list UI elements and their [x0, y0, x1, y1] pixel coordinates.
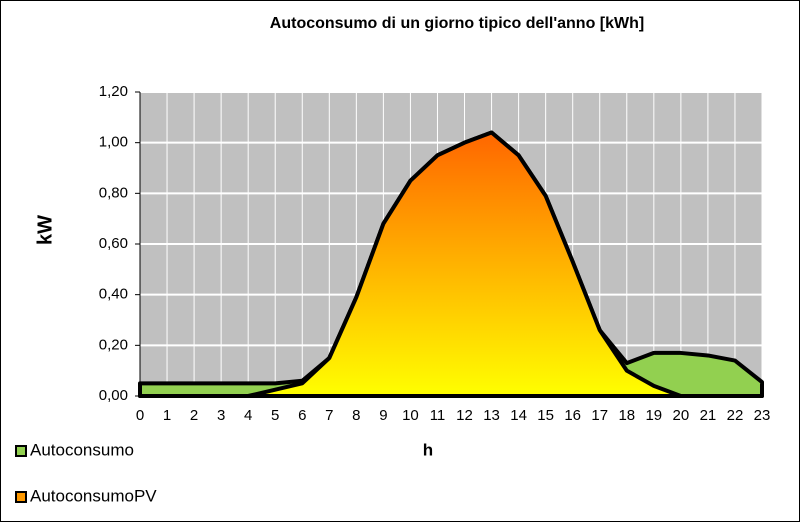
- legend-label: AutoconsumoPV: [30, 486, 157, 505]
- x-tick-label: 19: [645, 407, 662, 424]
- y-tick-label: 0,80: [99, 184, 128, 201]
- legend-swatch: [15, 491, 27, 503]
- x-tick-label: 23: [754, 407, 771, 424]
- x-tick-label: 15: [537, 407, 554, 424]
- x-tick-label: 8: [352, 407, 360, 424]
- y-tick-label: 0,20: [99, 336, 128, 353]
- x-axis-label: h: [423, 440, 433, 459]
- x-tick-label: 4: [244, 407, 252, 424]
- y-tick-label: 0,40: [99, 286, 128, 303]
- x-tick-label: 13: [483, 407, 500, 424]
- chart-title: Autoconsumo di un giorno tipico dell'ann…: [270, 15, 644, 32]
- x-tick-label: 1: [163, 407, 171, 424]
- legend-swatch: [15, 445, 27, 457]
- y-tick-label: 1,00: [99, 134, 128, 151]
- x-tick-label: 20: [673, 407, 690, 424]
- y-tick-label: 0,00: [99, 387, 128, 404]
- x-tick-label: 11: [430, 407, 446, 424]
- x-tick-label: 22: [727, 407, 744, 424]
- x-tick-label: 0: [136, 407, 144, 424]
- x-tick-label: 7: [325, 407, 333, 424]
- x-tick-label: 6: [298, 407, 306, 424]
- x-tick-label: 9: [379, 407, 387, 424]
- y-tick-label: 1,20: [99, 83, 128, 100]
- y-axis-label: kW: [34, 215, 56, 245]
- x-tick-label: 3: [217, 407, 225, 424]
- x-tick-label: 18: [618, 407, 635, 424]
- x-tick-label: 2: [190, 407, 198, 424]
- x-tick-label: 17: [591, 407, 608, 424]
- y-tick-label: 0,60: [99, 235, 128, 252]
- x-tick-label: 16: [564, 407, 581, 424]
- x-tick-label: 10: [402, 407, 419, 424]
- x-tick-label: 21: [700, 407, 717, 424]
- x-tick-label: 14: [510, 407, 527, 424]
- x-tick-label: 12: [456, 407, 473, 424]
- legend-label: Autoconsumo: [30, 440, 134, 459]
- x-tick-label: 5: [271, 407, 279, 424]
